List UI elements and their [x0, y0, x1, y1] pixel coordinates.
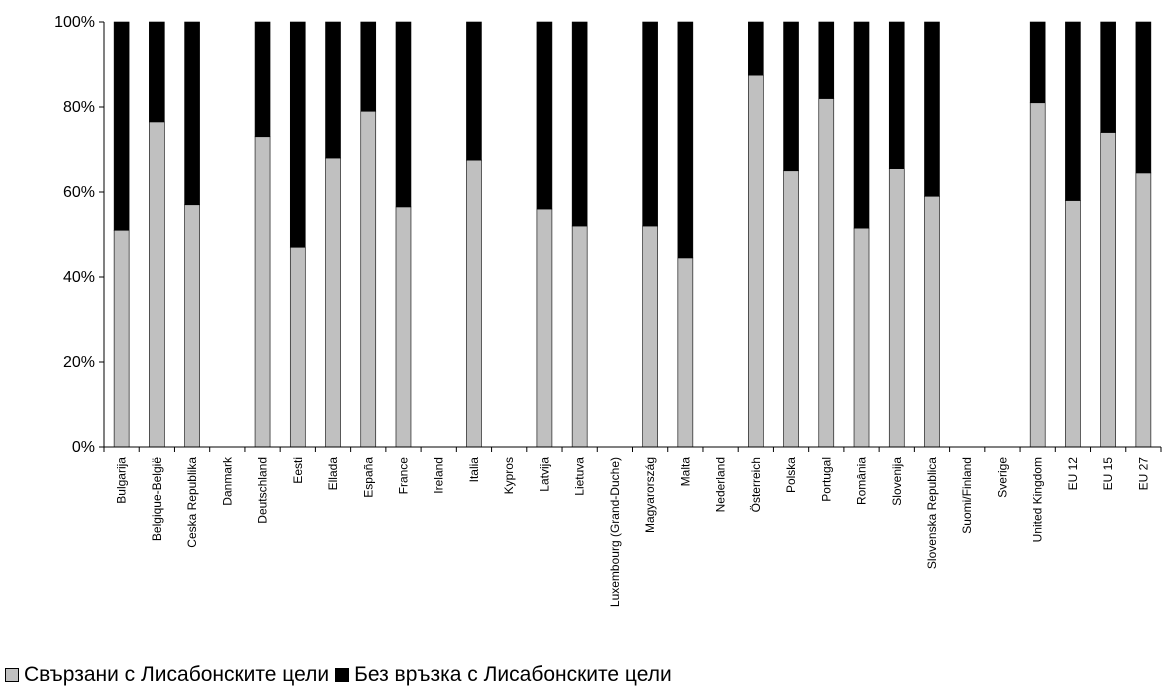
- bar-segment-unlinked: [149, 21, 165, 123]
- x-category-label: France: [396, 457, 410, 495]
- x-category-label: România: [855, 457, 869, 505]
- x-category-label: Danmark: [220, 456, 234, 506]
- bar-segment-unlinked: [325, 21, 341, 159]
- x-category-label: Luxembourg (Grand-Duche): [608, 457, 622, 607]
- legend-item-linked: Свързани с Лисабонските цели: [5, 664, 329, 686]
- bar-segment-linked: [888, 168, 905, 448]
- x-category-label: Belgique-België: [150, 457, 164, 541]
- x-category-label: Nederland: [714, 457, 728, 512]
- bar-segment-linked: [748, 74, 764, 448]
- x-category-label: Lietuva: [573, 457, 587, 496]
- x-category-label: Portugal: [819, 457, 833, 502]
- bar-segment-linked: [395, 206, 412, 448]
- x-category-label: Ireland: [432, 457, 446, 494]
- x-category-label: Italia: [467, 457, 481, 483]
- x-category-label: Österreich: [749, 457, 763, 512]
- x-category-label: EU 27: [1136, 457, 1150, 491]
- bar-segment-linked: [1100, 132, 1116, 448]
- bar-segment-unlinked: [783, 21, 799, 172]
- bar-segment-unlinked: [888, 21, 905, 169]
- bar-segment-linked: [113, 229, 130, 448]
- bar-segment-linked: [853, 227, 870, 448]
- x-category-label: Eesti: [291, 457, 305, 484]
- y-tick-label: 40%: [63, 269, 95, 286]
- bar-segment-linked: [924, 195, 940, 448]
- bar-segment-unlinked: [395, 21, 412, 208]
- y-tick-label: 20%: [63, 354, 95, 371]
- stacked-bar-chart: 0% 20% 40% 60% 80% 100% Bulgarija Belgique-Bel…: [54, 14, 1162, 607]
- x-category-label: Deutschland: [256, 457, 270, 524]
- bar-segment-unlinked: [466, 21, 482, 161]
- x-category-label: Malta: [678, 457, 692, 487]
- bar-segment-unlinked: [748, 21, 764, 76]
- x-category-label: Slovenska Republica: [925, 457, 939, 569]
- bar-segment-unlinked: [1065, 21, 1081, 201]
- x-category-label: Latvija: [537, 457, 551, 492]
- x-category-label: Kypros: [502, 457, 516, 494]
- bar-segment-linked: [360, 110, 377, 448]
- x-category-label: Ceska Republika: [185, 457, 199, 548]
- bar-segment-linked: [783, 170, 799, 448]
- x-category-label: Suomi/Finland: [960, 457, 974, 534]
- bar-segment-unlinked: [677, 21, 694, 259]
- x-category-label: Polska: [784, 457, 798, 493]
- legend-item-unlinked: Без връзка с Лисабонските цели: [335, 664, 672, 686]
- bar-segment-unlinked: [1135, 21, 1152, 174]
- bar-segment-linked: [184, 204, 200, 448]
- bar-segment-linked: [289, 246, 306, 448]
- x-category-label: Magyarország: [643, 457, 657, 533]
- x-axis: Bulgarija Belgique-België Ceska Republika D…: [103, 446, 1162, 607]
- bar-segment-linked: [677, 257, 694, 448]
- bar-segment-unlinked: [818, 21, 835, 99]
- bar-segment-unlinked: [113, 21, 130, 231]
- bar-segment-unlinked: [642, 21, 658, 227]
- bar-segment-linked: [1065, 200, 1081, 448]
- bar-segment-unlinked: [1100, 21, 1116, 133]
- bar-segment-unlinked: [571, 21, 588, 227]
- bar-segment-unlinked: [184, 21, 200, 206]
- y-tick-label: 0%: [72, 439, 95, 456]
- bar-segment-linked: [536, 208, 553, 448]
- bar-segment-linked: [1029, 102, 1046, 448]
- x-category-label: España: [361, 457, 375, 498]
- bar-segment-linked: [325, 157, 341, 448]
- bars: [113, 21, 1152, 448]
- bar-segment-unlinked: [853, 21, 870, 229]
- bar-segment-linked: [571, 225, 588, 448]
- bar-segment-linked: [818, 98, 835, 448]
- y-axis: 0% 20% 40% 60% 80% 100%: [54, 14, 105, 456]
- x-category-label: Slovenija: [890, 457, 904, 506]
- x-category-label: Ellada: [326, 457, 340, 491]
- legend: Свързани с Лисабонските цели Без връзка …: [5, 664, 678, 686]
- bar-segment-linked: [466, 159, 482, 448]
- y-tick-label: 100%: [54, 14, 95, 31]
- legend-swatch-dark-icon: [335, 668, 350, 682]
- bar-segment-linked: [1135, 172, 1152, 448]
- x-category-label: Bulgarija: [115, 457, 129, 504]
- y-tick-label: 60%: [63, 184, 95, 201]
- bar-segment-unlinked: [254, 21, 271, 138]
- x-category-label: EU 15: [1101, 457, 1115, 491]
- x-category-label: United Kingdom: [1031, 457, 1045, 542]
- legend-label-unlinked: Без връзка с Лисабонските цели: [354, 663, 672, 686]
- legend-swatch-light-icon: [5, 668, 19, 682]
- legend-label-linked: Свързани с Лисабонските цели: [24, 663, 330, 686]
- bar-segment-linked: [149, 121, 165, 448]
- bar-segment-unlinked: [289, 21, 306, 248]
- bar-segment-unlinked: [536, 21, 553, 210]
- bar-segment-unlinked: [1029, 21, 1046, 104]
- y-tick-label: 80%: [63, 99, 95, 116]
- bar-segment-unlinked: [360, 21, 377, 112]
- bar-segment-linked: [254, 136, 271, 448]
- bar-segment-unlinked: [924, 21, 940, 197]
- x-category-label: Sverige: [995, 457, 1009, 498]
- bar-segment-linked: [642, 225, 658, 448]
- x-category-label: EU 12: [1066, 457, 1080, 491]
